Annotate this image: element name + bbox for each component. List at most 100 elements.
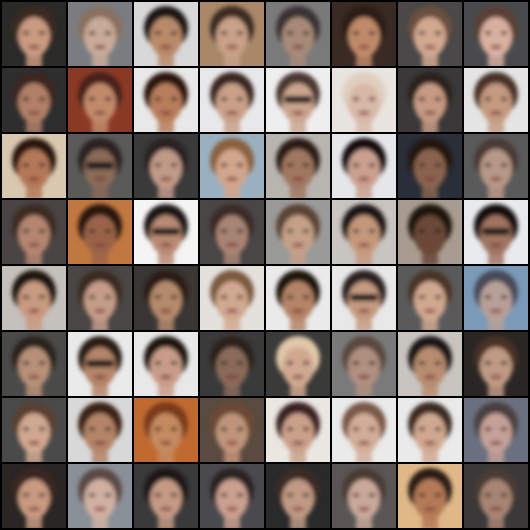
face-image — [200, 332, 264, 396]
face-image — [332, 68, 396, 132]
face — [282, 347, 314, 387]
face — [84, 413, 116, 453]
left-eye — [154, 361, 162, 365]
mouth — [358, 309, 370, 313]
face-image — [266, 134, 330, 198]
mouth — [94, 243, 106, 247]
right-eye — [368, 229, 376, 233]
left-eye — [286, 295, 294, 299]
mouth — [226, 441, 238, 445]
left-eye — [154, 97, 162, 101]
mouth — [160, 45, 172, 49]
face-image — [332, 134, 396, 198]
face-image — [68, 68, 132, 132]
face-image — [266, 464, 330, 528]
face-tile — [134, 200, 198, 264]
face-tile — [68, 266, 132, 330]
sunglasses — [350, 294, 378, 301]
right-eye — [434, 229, 442, 233]
left-eye — [88, 229, 96, 233]
left-eye — [418, 361, 426, 365]
mouth — [226, 111, 238, 115]
face-image — [398, 464, 462, 528]
face-image — [332, 2, 396, 66]
face-tile — [200, 68, 264, 132]
mouth — [490, 507, 502, 511]
face — [348, 83, 380, 123]
mouth — [28, 507, 40, 511]
right-eye — [500, 163, 508, 167]
face — [150, 149, 182, 189]
face-tile — [134, 266, 198, 330]
right-eye — [38, 31, 46, 35]
face-image — [134, 200, 198, 264]
face-tile — [464, 68, 528, 132]
left-eye — [418, 493, 426, 497]
face — [150, 17, 182, 57]
face — [84, 17, 116, 57]
right-eye — [500, 361, 508, 365]
face — [480, 281, 512, 321]
mouth — [490, 309, 502, 313]
face-tile — [200, 134, 264, 198]
face-tile — [2, 266, 66, 330]
mouth — [226, 243, 238, 247]
left-eye — [22, 295, 30, 299]
face — [414, 17, 446, 57]
face-image — [332, 464, 396, 528]
face-tile — [464, 134, 528, 198]
face — [84, 83, 116, 123]
right-eye — [302, 361, 310, 365]
face-tile — [134, 134, 198, 198]
right-eye — [104, 97, 112, 101]
left-eye — [286, 427, 294, 431]
mouth — [358, 177, 370, 181]
right-eye — [170, 493, 178, 497]
face — [282, 17, 314, 57]
right-eye — [170, 31, 178, 35]
mouth — [292, 45, 304, 49]
left-eye — [22, 97, 30, 101]
face — [414, 281, 446, 321]
face-image — [266, 2, 330, 66]
face-image — [266, 332, 330, 396]
face — [18, 17, 50, 57]
mouth — [160, 375, 172, 379]
left-eye — [352, 361, 360, 365]
face-image — [68, 398, 132, 462]
left-eye — [220, 493, 228, 497]
left-eye — [220, 31, 228, 35]
mouth — [490, 375, 502, 379]
left-eye — [484, 361, 492, 365]
face-image — [266, 68, 330, 132]
mouth — [160, 243, 172, 247]
left-eye — [88, 493, 96, 497]
face — [282, 281, 314, 321]
left-eye — [22, 361, 30, 365]
face-tile — [332, 398, 396, 462]
mouth — [424, 243, 436, 247]
left-eye — [484, 295, 492, 299]
face-image — [398, 68, 462, 132]
face-tile — [2, 332, 66, 396]
face-image — [266, 398, 330, 462]
face-image — [2, 134, 66, 198]
face-image — [464, 200, 528, 264]
mouth — [292, 177, 304, 181]
mouth — [28, 309, 40, 313]
face-image — [134, 134, 198, 198]
face-image — [2, 266, 66, 330]
face — [348, 149, 380, 189]
right-eye — [434, 97, 442, 101]
face-image — [2, 464, 66, 528]
right-eye — [500, 97, 508, 101]
face — [216, 83, 248, 123]
right-eye — [368, 493, 376, 497]
mouth — [160, 441, 172, 445]
face-tile — [2, 200, 66, 264]
face-tile — [464, 200, 528, 264]
face-tile — [464, 332, 528, 396]
right-eye — [236, 361, 244, 365]
face-image — [68, 464, 132, 528]
face — [150, 413, 182, 453]
